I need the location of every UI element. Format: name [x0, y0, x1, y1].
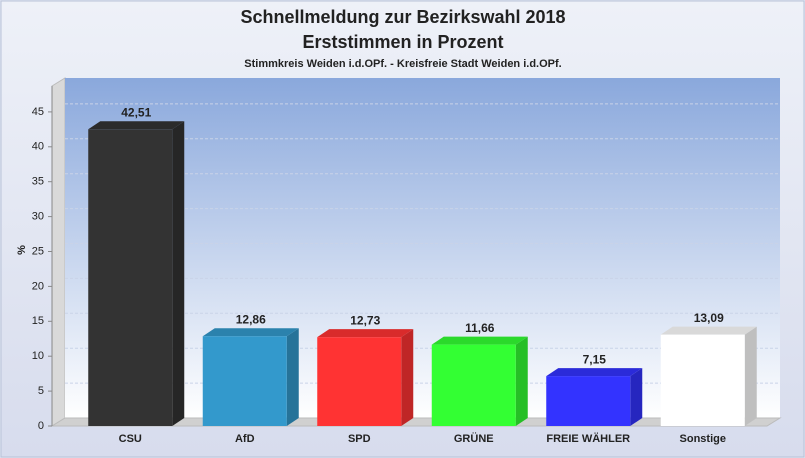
- bar-top: [88, 121, 185, 130]
- bar-side: [172, 121, 185, 426]
- y-tick-label: 25: [32, 245, 44, 257]
- x-tick-label: FREIE WÄHLER: [546, 432, 630, 445]
- value-label: 11,66: [465, 321, 495, 335]
- x-tick-label: CSU: [119, 433, 142, 445]
- bar: [431, 344, 516, 426]
- bar-side: [744, 326, 757, 426]
- left-wall: [51, 77, 66, 427]
- bar: [202, 336, 287, 426]
- value-label: 12,73: [350, 313, 380, 327]
- chart-title: Schnellmeldung zur Bezirkswahl 2018: [240, 7, 565, 27]
- y-tick-label: 10: [32, 350, 44, 362]
- y-tick-label: 20: [32, 280, 44, 292]
- bar-side: [515, 336, 528, 426]
- value-label: 42,51: [121, 105, 151, 119]
- y-tick-label: 0: [38, 420, 44, 432]
- bar-side: [630, 368, 643, 426]
- bar: [88, 129, 173, 426]
- bar-top: [431, 336, 528, 345]
- y-tick-label: 45: [32, 106, 44, 118]
- bar: [660, 334, 745, 426]
- bar: [317, 337, 402, 426]
- bar-top: [546, 368, 643, 377]
- y-tick-label: 40: [32, 141, 44, 153]
- bar-top: [660, 326, 757, 335]
- y-tick-label: 5: [38, 385, 44, 397]
- bar: [546, 376, 631, 426]
- bar-top: [317, 329, 414, 338]
- x-tick-label: GRÜNE: [454, 432, 494, 445]
- x-tick-label: AfD: [235, 433, 255, 445]
- x-tick-label: SPD: [348, 433, 371, 445]
- bar-side: [286, 328, 299, 426]
- value-label: 13,09: [694, 311, 724, 325]
- y-tick-label: 35: [32, 176, 44, 188]
- y-axis-label: %: [16, 245, 28, 255]
- chart-note: Stimmkreis Weiden i.d.OPf. - Kreisfreie …: [244, 58, 561, 70]
- value-label: 7,15: [583, 352, 607, 366]
- chart-subtitle: Erststimmen in Prozent: [302, 32, 503, 52]
- y-tick-label: 15: [32, 315, 44, 327]
- y-tick-label: 30: [32, 211, 44, 223]
- value-label: 12,86: [236, 312, 266, 326]
- bar-top: [202, 328, 299, 337]
- bar-side: [401, 329, 414, 426]
- x-tick-label: Sonstige: [680, 433, 726, 445]
